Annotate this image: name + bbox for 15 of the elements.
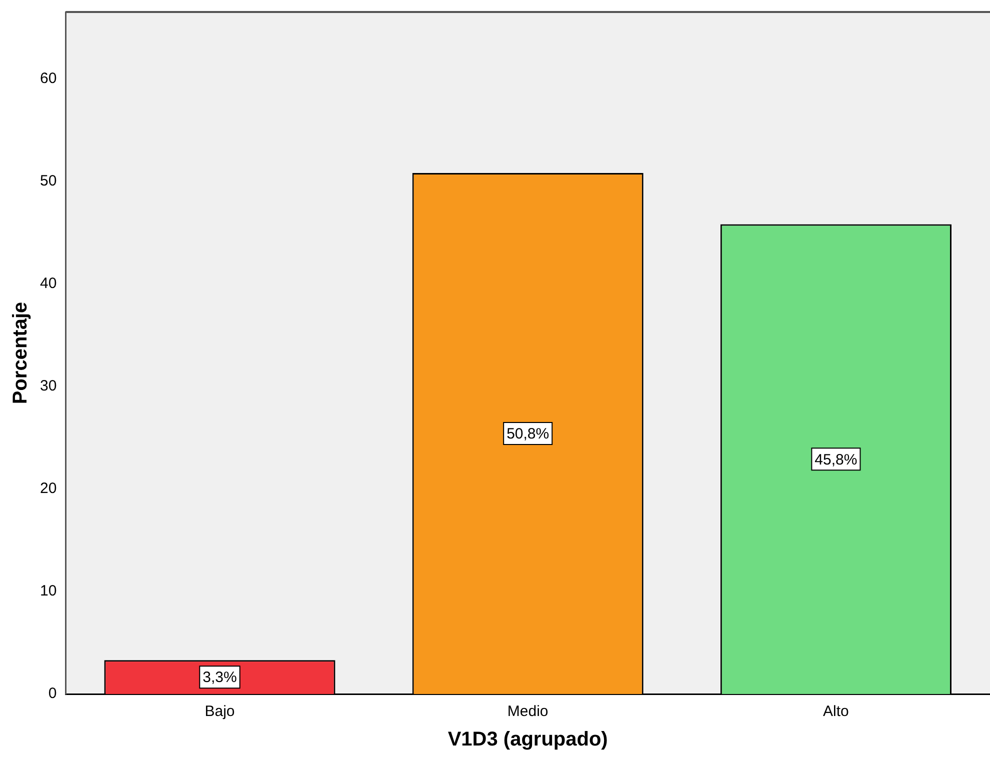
x-tick-label: Bajo xyxy=(204,703,235,720)
x-tick-label: Alto xyxy=(823,703,849,720)
data-label: 45,8% xyxy=(814,451,858,468)
x-axis-title: V1D3 (agrupado) xyxy=(448,728,608,751)
y-tick-label: 60 xyxy=(40,70,57,87)
y-axis-title: Porcentaje xyxy=(10,302,32,404)
y-tick-label: 0 xyxy=(48,685,57,702)
y-tick-label: 10 xyxy=(40,582,57,600)
x-tick-label: Medio xyxy=(507,703,548,720)
y-tick-label: 50 xyxy=(40,172,57,190)
data-label: 50,8% xyxy=(506,426,550,443)
data-label: 3,3% xyxy=(202,669,237,686)
y-tick-label: 40 xyxy=(40,274,57,292)
y-tick-label: 30 xyxy=(40,377,57,394)
y-tick-label: 20 xyxy=(40,480,57,498)
